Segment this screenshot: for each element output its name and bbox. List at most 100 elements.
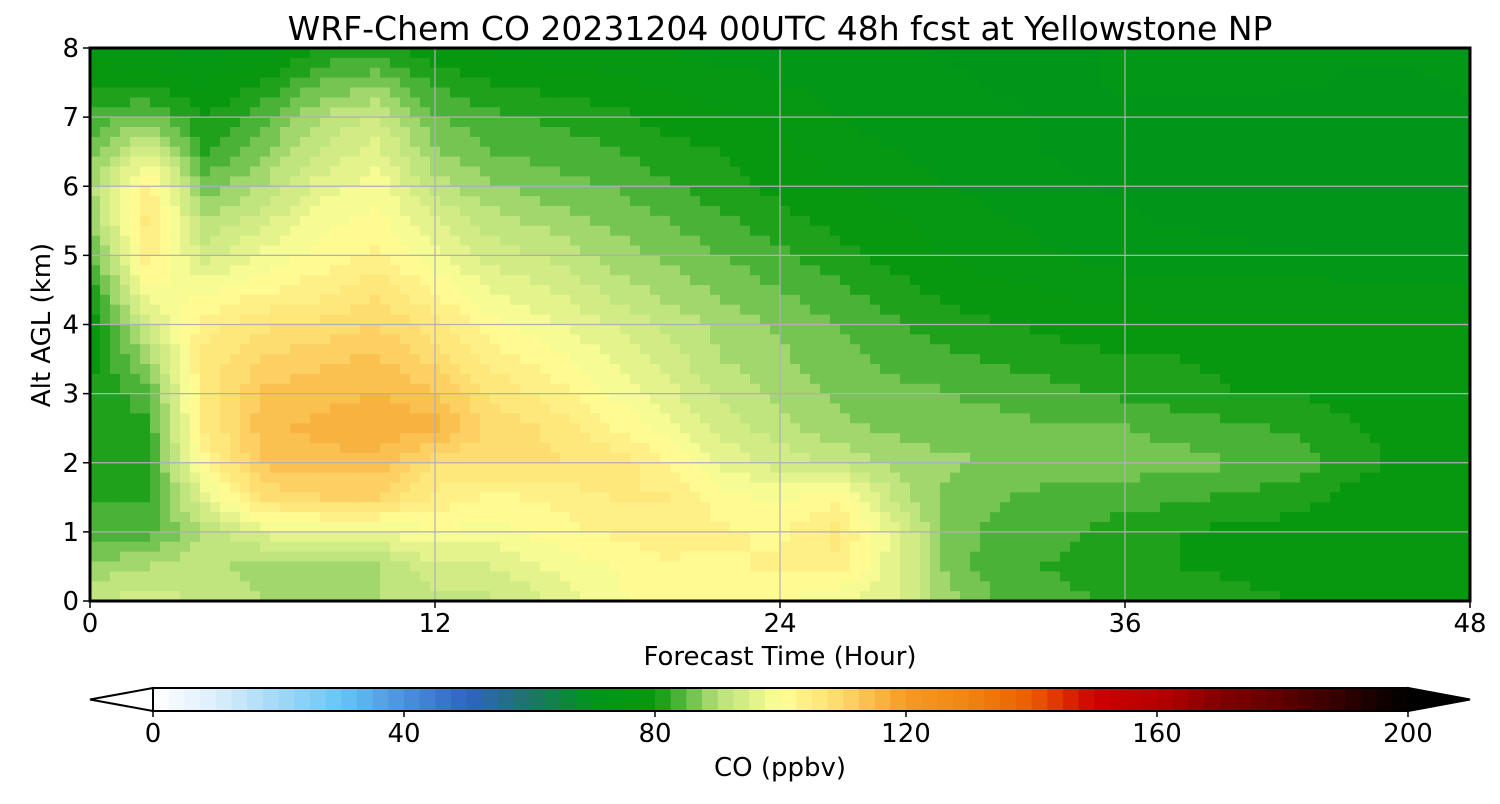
heatmap-cell — [750, 215, 761, 227]
heatmap-cell — [640, 156, 651, 168]
heatmap-cell — [710, 255, 721, 266]
heatmap-cell — [1230, 285, 1241, 296]
heatmap-cell — [240, 186, 251, 197]
heatmap-cell — [940, 285, 951, 296]
heatmap-cell — [930, 196, 941, 207]
heatmap-cell — [410, 156, 421, 168]
heatmap-cell — [170, 275, 181, 286]
heatmap-cell — [620, 294, 631, 306]
heatmap-cell — [860, 166, 871, 177]
heatmap-cell — [1050, 245, 1061, 256]
heatmap-cell — [1390, 245, 1401, 256]
heatmap-cell — [930, 67, 941, 79]
heatmap-cell — [620, 245, 631, 256]
heatmap-cell — [670, 373, 681, 385]
heatmap-cell — [1410, 334, 1421, 345]
heatmap-cell — [510, 364, 521, 375]
heatmap-cell — [1230, 304, 1241, 316]
heatmap-cell — [1170, 285, 1181, 296]
heatmap-cell — [590, 334, 601, 345]
heatmap-cell — [720, 146, 731, 158]
heatmap-cell — [1410, 275, 1421, 286]
heatmap-cell — [850, 156, 861, 168]
heatmap-cell — [990, 196, 1001, 207]
heatmap-cell — [740, 87, 751, 98]
heatmap-cell — [350, 186, 361, 197]
heatmap-cell — [840, 186, 851, 197]
heatmap-cell — [100, 67, 111, 79]
heatmap-cell — [920, 294, 931, 306]
heatmap-cell — [960, 324, 971, 335]
heatmap-cell — [220, 176, 231, 187]
heatmap-cell — [810, 235, 821, 247]
heatmap-cell — [960, 97, 971, 108]
heatmap-cell — [560, 285, 571, 296]
heatmap-cell — [970, 255, 981, 266]
heatmap-cell — [870, 324, 881, 335]
heatmap-cell — [870, 127, 881, 138]
heatmap-cell — [700, 166, 711, 177]
heatmap-cell — [1020, 117, 1031, 128]
heatmap-cell — [380, 255, 391, 266]
heatmap-cell — [1410, 354, 1421, 365]
heatmap-cell — [390, 225, 401, 237]
heatmap-cell — [700, 235, 711, 247]
heatmap-cell — [1030, 107, 1041, 118]
heatmap-cell — [1300, 235, 1311, 247]
heatmap-cell — [320, 87, 331, 98]
heatmap-cell — [710, 294, 721, 306]
heatmap-cell — [1110, 206, 1121, 217]
heatmap-cell — [960, 285, 971, 296]
heatmap-cell — [1230, 245, 1241, 256]
heatmap-cell — [1270, 294, 1281, 306]
heatmap-cell — [1210, 196, 1221, 207]
heatmap-cell — [170, 146, 181, 158]
heatmap-cell — [700, 245, 711, 256]
heatmap-cell — [1380, 383, 1391, 395]
heatmap-cell — [1360, 48, 1371, 59]
heatmap-cell — [400, 275, 411, 286]
heatmap-cell — [1300, 364, 1311, 375]
heatmap-cell — [1030, 255, 1041, 266]
heatmap-cell — [360, 225, 371, 237]
heatmap-cell — [530, 275, 541, 286]
heatmap-cell — [1280, 393, 1291, 405]
heatmap-cell — [740, 206, 751, 217]
heatmap-cell — [190, 77, 201, 89]
heatmap-cell — [880, 166, 891, 177]
heatmap-cell — [220, 344, 231, 355]
heatmap-cell — [630, 186, 641, 197]
heatmap-cell — [800, 334, 811, 345]
heatmap-cell — [970, 393, 981, 405]
heatmap-cell — [290, 285, 301, 296]
heatmap-cell — [1060, 136, 1071, 148]
heatmap-cell — [640, 97, 651, 108]
heatmap-cell — [1350, 87, 1361, 98]
heatmap-cell — [1350, 285, 1361, 296]
heatmap-cell — [380, 373, 391, 385]
heatmap-cell — [740, 117, 751, 128]
heatmap-cell — [1240, 166, 1251, 177]
heatmap-cell — [1010, 344, 1021, 355]
heatmap-cell — [710, 97, 721, 108]
heatmap-cell — [1360, 67, 1371, 79]
heatmap-cell — [1090, 255, 1101, 266]
heatmap-cell — [1010, 176, 1021, 187]
heatmap-cell — [970, 48, 981, 59]
heatmap-cell — [900, 87, 911, 98]
heatmap-cell — [350, 97, 361, 108]
heatmap-cell — [240, 285, 251, 296]
heatmap-cell — [590, 146, 601, 158]
heatmap-cell — [1190, 275, 1201, 286]
heatmap-cell — [550, 265, 561, 276]
heatmap-cell — [230, 344, 241, 355]
heatmap-cell — [690, 354, 701, 365]
heatmap-cell — [290, 294, 301, 306]
heatmap-cell — [720, 373, 731, 385]
heatmap-cell — [630, 383, 641, 395]
heatmap-cell — [320, 344, 331, 355]
heatmap-cell — [1080, 156, 1091, 168]
heatmap-cell — [530, 176, 541, 187]
heatmap-cell — [1180, 294, 1191, 306]
heatmap-cell — [1300, 255, 1311, 266]
